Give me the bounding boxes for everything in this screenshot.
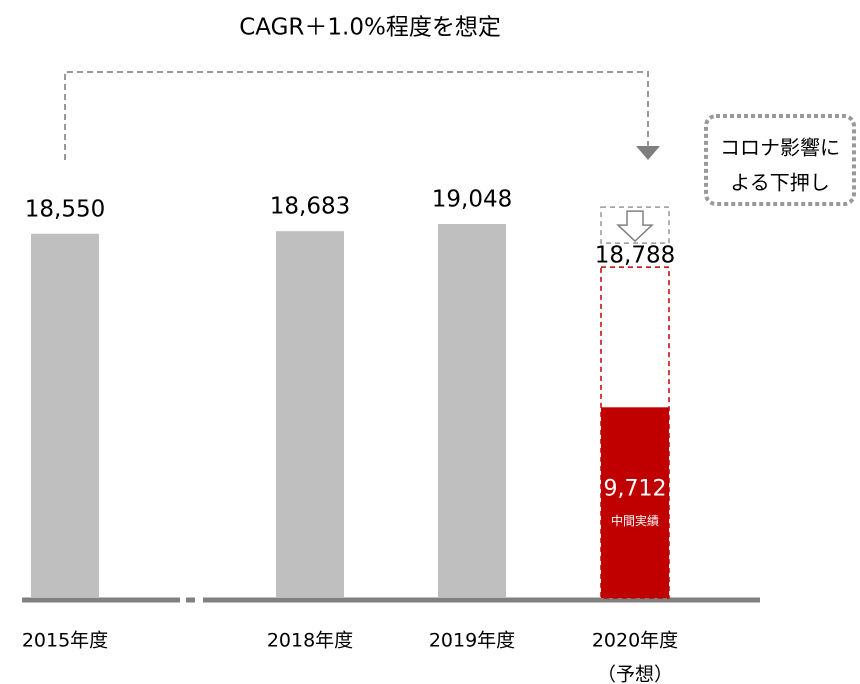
value-label: 18,683 <box>270 194 350 220</box>
decline-arrow <box>616 210 654 243</box>
x-tick-label: 2015年度 <box>22 630 108 652</box>
cagr-bracket <box>64 71 649 160</box>
decline-box <box>600 206 670 244</box>
interim-bar <box>601 407 669 598</box>
interim-label: 中間実績 <box>611 513 659 528</box>
value-label: 18,550 <box>25 196 105 222</box>
annotation-box <box>704 114 856 206</box>
x-tick-label: 2019年度 <box>429 630 515 652</box>
bracket-arrow <box>636 146 660 160</box>
annotation-line: よる下押し <box>730 171 829 195</box>
annotation-line: コロナ影響に <box>720 136 840 160</box>
value-label: 19,048 <box>432 187 512 213</box>
interim-value-label: 9,712 <box>604 476 667 501</box>
value-label: 18,788 <box>595 243 675 269</box>
bar <box>31 233 99 599</box>
x-tick-label: 2018年度 <box>267 630 353 652</box>
x-tick-label: 2020年度 <box>592 630 678 652</box>
bar <box>276 231 344 598</box>
forecast-note: （予想） <box>597 664 673 684</box>
bar <box>438 224 506 598</box>
chart-title: CAGR＋1.0%程度を想定 <box>239 15 501 41</box>
